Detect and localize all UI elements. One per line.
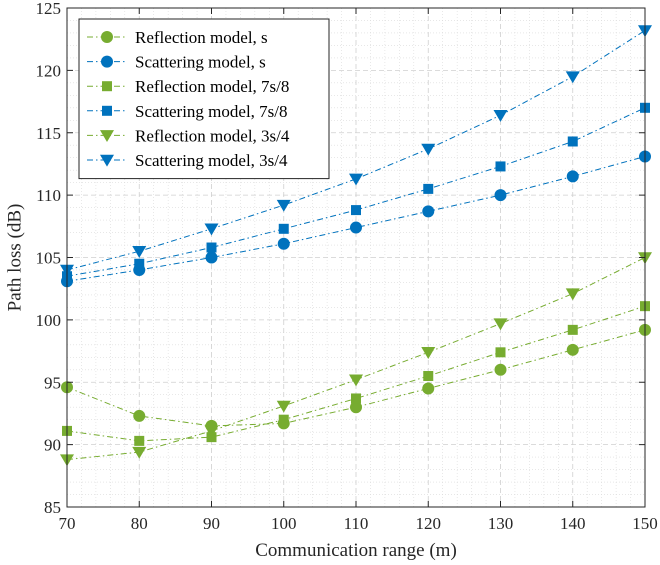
series-6-triangle-marker bbox=[565, 71, 580, 84]
series-1-circle-marker bbox=[422, 382, 435, 395]
y-axis-title: Path loss (dB) bbox=[4, 204, 25, 312]
series-2-line bbox=[66, 155, 646, 282]
legend-entry-5: Reflection model, 3s/4 bbox=[87, 126, 290, 145]
series-6-triangle-marker bbox=[421, 143, 436, 156]
legend-swatch-marker bbox=[101, 55, 113, 68]
legend-entry-2: Scattering model, s bbox=[87, 53, 266, 72]
x-tick-label: 110 bbox=[344, 514, 369, 533]
series-1-circle-marker bbox=[350, 401, 362, 414]
y-tick-label: 115 bbox=[36, 124, 61, 143]
series-5-triangle-marker bbox=[493, 318, 508, 331]
series-3-square-marker bbox=[278, 414, 289, 425]
legend-swatch-marker bbox=[102, 81, 112, 92]
legend: Reflection model, s Scattering model, s Re… bbox=[78, 18, 330, 180]
legend-label: Scattering model, s bbox=[135, 53, 266, 72]
series-3-square-marker bbox=[423, 371, 434, 382]
series-2-circle-marker bbox=[205, 251, 218, 264]
series-5-triangle-marker bbox=[204, 425, 219, 438]
series-3-square-marker bbox=[134, 435, 145, 446]
series-3-line bbox=[66, 305, 646, 442]
legend-label: Reflection model, 7s/8 bbox=[135, 77, 289, 96]
y-tick-label: 90 bbox=[44, 436, 61, 455]
x-tick-label: 140 bbox=[560, 514, 586, 533]
y-tick-label: 105 bbox=[36, 249, 62, 268]
y-tick-label: 95 bbox=[44, 373, 61, 392]
series-6-triangle-marker bbox=[493, 110, 508, 122]
ticks-layer: 70 80 90 100 110 120 130 140 150 85 90 95 100 105 110 1… bbox=[36, 0, 658, 533]
x-tick-label: 80 bbox=[131, 514, 148, 533]
series-6-triangle-marker bbox=[349, 173, 363, 186]
series-5-triangle-marker bbox=[132, 446, 147, 459]
series-4-square-marker bbox=[134, 258, 145, 269]
series-4-square-marker bbox=[567, 136, 578, 147]
series-6-triangle-marker bbox=[132, 246, 147, 258]
series-2-circle-marker bbox=[422, 205, 435, 218]
series-2-circle-marker bbox=[494, 189, 507, 202]
x-tick-label: 100 bbox=[271, 514, 297, 533]
legend-entry-1: Reflection model, s bbox=[87, 28, 268, 47]
legend-label: Scattering model, 3s/4 bbox=[135, 151, 288, 170]
series-2-circle-marker bbox=[277, 237, 290, 250]
series-4-square-marker bbox=[423, 183, 434, 194]
series-1-circle-marker bbox=[133, 409, 146, 422]
x-tick-label: 90 bbox=[203, 514, 220, 533]
x-tick-label: 130 bbox=[488, 514, 514, 533]
series-5-triangle-marker bbox=[276, 400, 291, 413]
x-tick-label: 120 bbox=[416, 514, 442, 533]
x-tick-label: 150 bbox=[632, 514, 658, 533]
y-tick-label: 120 bbox=[36, 61, 62, 80]
series-4-square-marker bbox=[278, 223, 289, 234]
series-4-square-marker bbox=[206, 242, 217, 253]
series-layer bbox=[60, 25, 652, 467]
series-5 bbox=[60, 252, 652, 467]
series-5-triangle-marker bbox=[349, 374, 363, 387]
legend-entry-4: Scattering model, 7s/8 bbox=[87, 102, 288, 121]
x-axis-title: Communication range (m) bbox=[255, 540, 457, 561]
series-5-triangle-marker bbox=[565, 288, 580, 301]
legend-swatch-marker bbox=[100, 154, 114, 167]
series-5-triangle-marker bbox=[421, 347, 436, 359]
series-4-square-marker bbox=[351, 205, 361, 216]
series-6-line bbox=[66, 30, 646, 271]
legend-swatch-marker bbox=[101, 31, 113, 43]
x-tick-label: 70 bbox=[59, 514, 76, 533]
y-tick-label: 100 bbox=[36, 311, 62, 330]
series-3-square-marker bbox=[567, 324, 578, 335]
legend-swatch-marker bbox=[102, 105, 112, 116]
y-tick-label: 85 bbox=[44, 498, 61, 517]
series-4-square-marker bbox=[495, 161, 506, 172]
legend-entry-6: Scattering model, 3s/4 bbox=[87, 151, 288, 170]
series-1-circle-marker bbox=[566, 343, 579, 356]
series-2-circle-marker bbox=[350, 221, 362, 234]
series-4-line bbox=[66, 107, 646, 277]
y-tick-label: 125 bbox=[36, 0, 62, 18]
legend-entry-3: Reflection model, 7s/8 bbox=[87, 77, 289, 96]
series-3-square-marker bbox=[495, 347, 506, 358]
series-6-triangle-marker bbox=[276, 199, 291, 212]
legend-swatch-marker bbox=[100, 130, 114, 143]
series-1-circle-marker bbox=[494, 363, 507, 376]
series-3-square-marker bbox=[351, 393, 361, 404]
legend-label: Reflection model, s bbox=[135, 28, 268, 47]
legend-label: Scattering model, 7s/8 bbox=[135, 102, 288, 121]
legend-label: Reflection model, 3s/4 bbox=[135, 126, 290, 145]
series-6-triangle-marker bbox=[204, 223, 219, 236]
legend-box bbox=[78, 18, 330, 180]
y-tick-label: 110 bbox=[36, 186, 61, 205]
series-2-circle-marker bbox=[566, 170, 579, 183]
